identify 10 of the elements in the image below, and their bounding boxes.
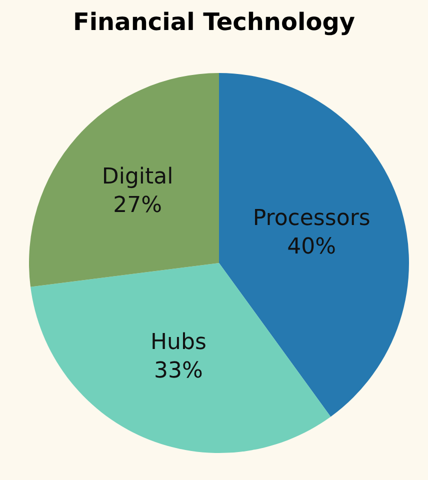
pie-slice — [219, 73, 409, 417]
chart-title: Financial Technology — [72, 8, 356, 36]
pie-slice — [30, 263, 331, 453]
slice-label: Digital — [102, 164, 174, 190]
data-label: 33% — [154, 358, 203, 384]
pie-slice — [29, 73, 219, 287]
data-label: 40% — [287, 234, 336, 260]
slice-label: Processors — [252, 206, 370, 232]
data-label: 27% — [113, 193, 162, 218]
slice-label: Hubs — [150, 330, 206, 355]
